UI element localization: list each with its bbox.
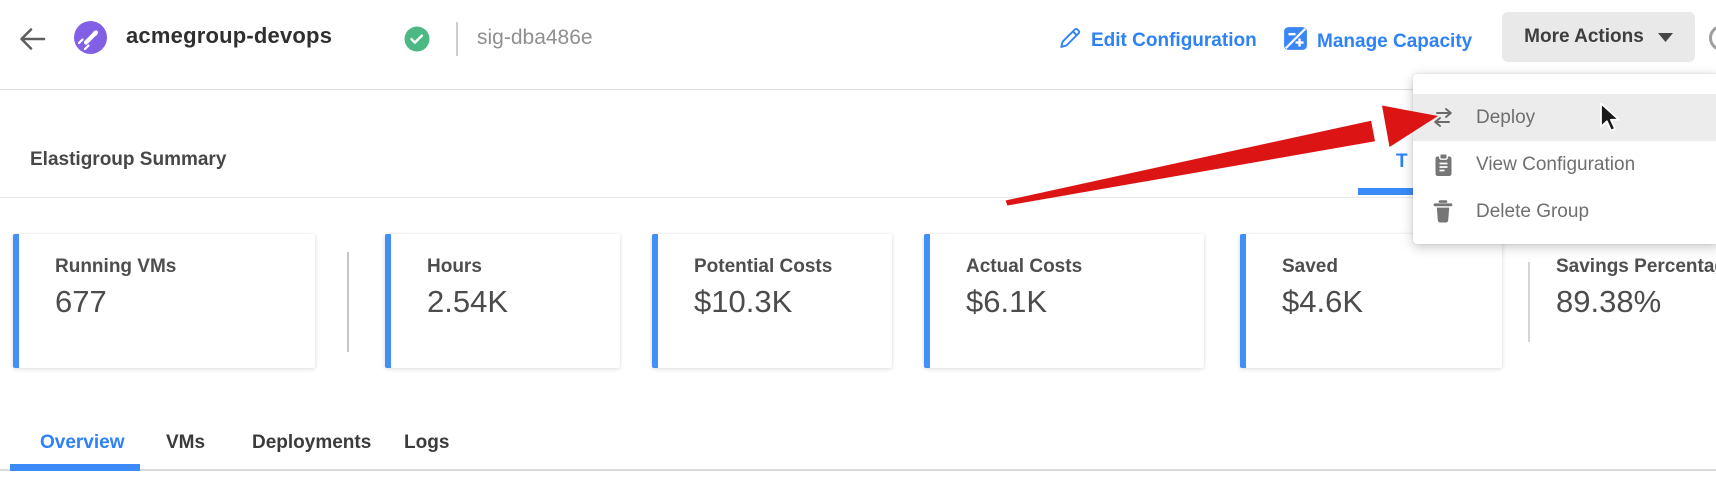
more-actions-label: More Actions bbox=[1524, 26, 1644, 47]
back-arrow-icon[interactable] bbox=[17, 24, 47, 54]
card-value: $10.3K bbox=[694, 284, 793, 319]
tabs-baseline bbox=[0, 469, 1716, 471]
trash-icon bbox=[1430, 199, 1456, 224]
tab-vms[interactable]: VMs bbox=[166, 432, 206, 453]
tab-deployments[interactable]: Deployments bbox=[252, 432, 372, 453]
cutoff-avatar-icon bbox=[1709, 25, 1716, 51]
section-title: Elastigroup Summary bbox=[30, 149, 227, 170]
card-label: Running VMs bbox=[55, 256, 177, 277]
pencil-icon bbox=[1058, 26, 1082, 56]
card-label: Potential Costs bbox=[694, 256, 833, 277]
summary-card-saved: Saved $4.6K bbox=[1240, 234, 1502, 368]
menu-item-view-configuration[interactable]: View Configuration bbox=[1413, 141, 1716, 188]
edit-configuration-label: Edit Configuration bbox=[1091, 30, 1257, 51]
summary-card-hours: Hours 2.54K bbox=[385, 234, 620, 368]
tab-overview[interactable]: Overview bbox=[40, 432, 125, 453]
cards-group-divider bbox=[347, 252, 349, 352]
elastigroup-rocket-logo-icon bbox=[71, 20, 108, 57]
section-divider bbox=[0, 197, 1716, 198]
card-label: Actual Costs bbox=[966, 256, 1083, 277]
card-label: Saved bbox=[1282, 256, 1338, 277]
header-bottom-divider bbox=[0, 89, 1716, 90]
card-value: 2.54K bbox=[427, 284, 509, 319]
menu-item-label: View Configuration bbox=[1476, 153, 1636, 175]
card-label: Hours bbox=[427, 256, 482, 277]
savings-value: 89.38% bbox=[1556, 284, 1662, 319]
tab-active-indicator bbox=[10, 464, 140, 471]
menu-item-label: Deploy bbox=[1476, 106, 1536, 128]
card-value: $4.6K bbox=[1282, 284, 1364, 319]
card-value: 677 bbox=[55, 284, 107, 319]
menu-item-deploy[interactable]: Deploy bbox=[1413, 94, 1716, 141]
savings-divider bbox=[1528, 262, 1530, 342]
period-tab-active-bar bbox=[1358, 188, 1413, 195]
card-value: $6.1K bbox=[966, 284, 1048, 319]
summary-card-potential-costs: Potential Costs $10.3K bbox=[652, 234, 892, 368]
manage-capacity-button[interactable]: Manage Capacity bbox=[1283, 26, 1472, 57]
healthy-status-icon bbox=[404, 26, 430, 52]
deploy-swap-arrows-icon bbox=[1430, 106, 1456, 130]
group-id: sig-dba486e bbox=[477, 26, 593, 49]
tab-logs[interactable]: Logs bbox=[404, 432, 450, 453]
menu-item-delete-group[interactable]: Delete Group bbox=[1413, 188, 1716, 235]
page-title: acmegroup-devops bbox=[126, 23, 333, 48]
period-tab-fragment[interactable]: T bbox=[1396, 151, 1408, 172]
more-actions-menu: Deploy View Configuration Delete Group bbox=[1413, 74, 1716, 244]
caret-down-icon bbox=[1657, 26, 1673, 48]
edit-configuration-button[interactable]: Edit Configuration bbox=[1058, 26, 1257, 56]
savings-percentage-block: Savings Percentage 89.38% bbox=[1556, 256, 1716, 320]
more-actions-button[interactable]: More Actions bbox=[1502, 12, 1695, 62]
clipboard-icon bbox=[1430, 152, 1456, 177]
menu-item-label: Delete Group bbox=[1476, 200, 1590, 222]
savings-label: Savings Percentage bbox=[1556, 256, 1716, 277]
header-divider bbox=[456, 22, 458, 56]
manage-capacity-label: Manage Capacity bbox=[1317, 30, 1473, 52]
summary-card-running-vms: Running VMs 677 bbox=[13, 234, 315, 368]
summary-card-actual-costs: Actual Costs $6.1K bbox=[924, 234, 1204, 368]
manage-capacity-icon bbox=[1283, 26, 1308, 57]
